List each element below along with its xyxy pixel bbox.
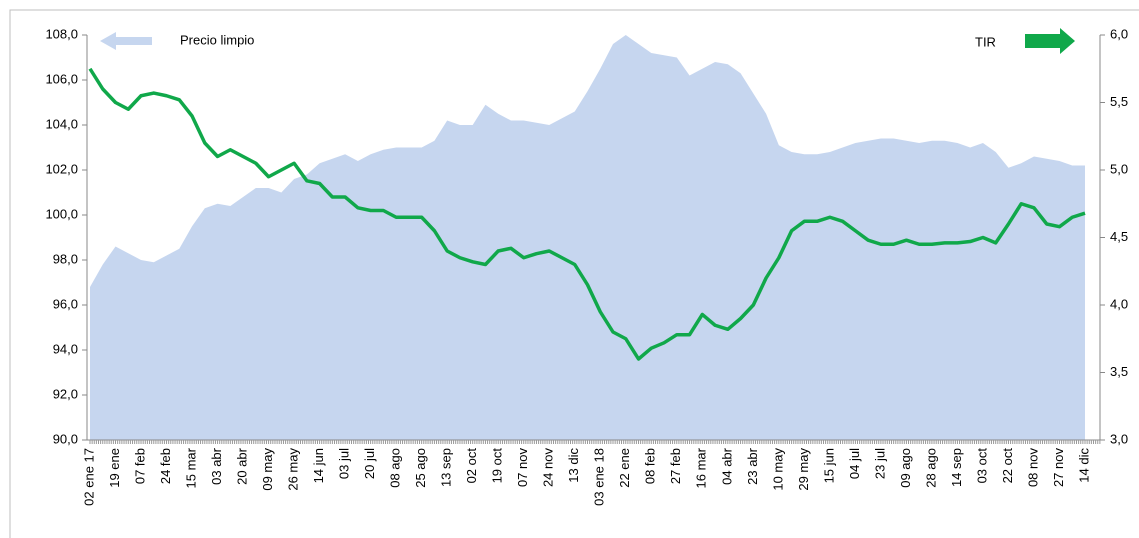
x-tick-label: 03 oct [974, 448, 989, 484]
x-tick-label: 27 nov [1051, 448, 1066, 488]
x-tick-label: 13 dic [566, 448, 581, 483]
x-tick-label: 09 may [260, 448, 275, 491]
x-tick-label: 14 sep [949, 448, 964, 487]
x-tick-label: 15 mar [183, 447, 198, 488]
x-tick-label: 09 ago [898, 448, 913, 488]
x-tick-label: 29 may [796, 448, 811, 491]
x-tick-label: 24 feb [158, 448, 173, 484]
x-tick-label: 03 abr [209, 447, 224, 485]
x-tick-label: 14 dic [1076, 448, 1091, 483]
y-tick-label: 104,0 [45, 116, 78, 131]
x-tick-label: 20 abr [235, 447, 250, 485]
x-tick-label: 19 ene [107, 448, 122, 488]
y2-tick-label: 3,0 [1110, 431, 1128, 446]
x-tick-label: 03 ene 18 [592, 448, 607, 506]
x-tick-label: 24 nov [541, 448, 556, 488]
legend-label-tir: TIR [975, 34, 996, 49]
x-tick-label: 25 ago [413, 448, 428, 488]
x-tick-label: 07 nov [515, 448, 530, 488]
y2-tick-label: 4,5 [1110, 229, 1128, 244]
y2-tick-label: 6,0 [1110, 26, 1128, 41]
x-tick-label: 26 may [286, 448, 301, 491]
x-tick-label: 14 jun [311, 448, 326, 483]
x-tick-label: 04 abr [719, 447, 734, 485]
x-tick-label: 16 mar [694, 447, 709, 488]
price-area [90, 35, 1085, 440]
y-tick-label: 96,0 [53, 296, 78, 311]
x-tick-label: 10 may [770, 448, 785, 491]
x-tick-label: 03 jul [337, 448, 352, 479]
x-tick-label: 28 ago [923, 448, 938, 488]
tir-line [88, 67, 1086, 361]
legend-arrow-price [100, 32, 152, 50]
x-tick-label: 08 ago [388, 448, 403, 488]
x-tick-label: 15 jun [821, 448, 836, 483]
y-tick-label: 100,0 [45, 206, 78, 221]
x-tick-label: 19 oct [490, 448, 505, 484]
y2-tick-label: 4,0 [1110, 296, 1128, 311]
x-tick-label: 22 ene [617, 448, 632, 488]
x-tick-label: 20 jul [362, 448, 377, 479]
y-tick-label: 90,0 [53, 431, 78, 446]
y2-tick-label: 5,5 [1110, 94, 1128, 109]
y-tick-label: 92,0 [53, 386, 78, 401]
y-tick-label: 106,0 [45, 71, 78, 86]
x-tick-label: 02 ene 17 [81, 448, 96, 506]
x-tick-label: 08 feb [643, 448, 658, 484]
frame [9, 9, 1139, 538]
y2-tick-label: 5,0 [1110, 161, 1128, 176]
y-tick-label: 98,0 [53, 251, 78, 266]
x-tick-label: 23 abr [745, 447, 760, 485]
y-tick-label: 108,0 [45, 26, 78, 41]
x-tick-label: 22 oct [1000, 448, 1015, 484]
legend-label-price: Precio limpio [180, 32, 254, 47]
x-tick-label: 08 nov [1025, 448, 1040, 488]
y2-tick-label: 3,5 [1110, 364, 1128, 379]
y-tick-label: 94,0 [53, 341, 78, 356]
y-tick-label: 102,0 [45, 161, 78, 176]
legend-arrow-tir [1025, 28, 1075, 54]
x-tick-label: 07 feb [132, 448, 147, 484]
x-tick-label: 23 jul [872, 448, 887, 479]
x-tick-label: 02 oct [464, 448, 479, 484]
x-tick-label: 04 jul [847, 448, 862, 479]
x-tick-label: 27 feb [668, 448, 683, 484]
x-tick-label: 13 sep [439, 448, 454, 487]
